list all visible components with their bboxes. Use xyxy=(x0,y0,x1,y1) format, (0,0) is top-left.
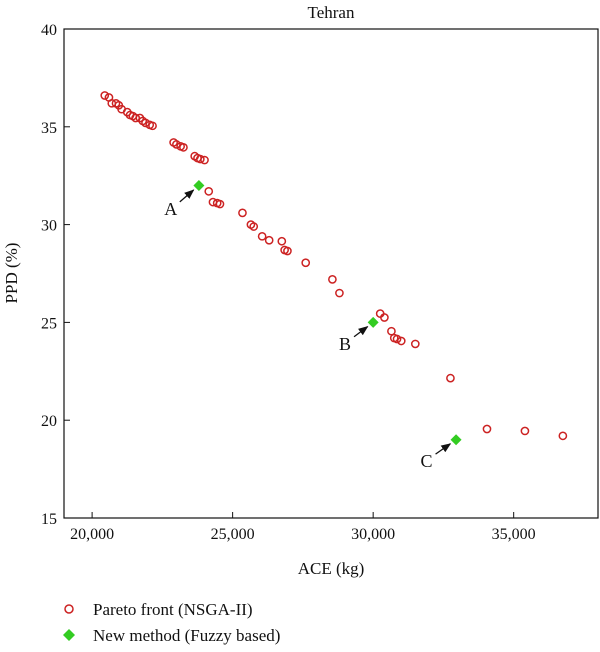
pareto-point xyxy=(215,199,225,209)
data-series xyxy=(100,91,568,446)
legend: Pareto front (NSGA-II) New method (Fuzzy… xyxy=(63,600,280,645)
x-tick-label: 35,000 xyxy=(492,526,536,543)
x-tick-label: 30,000 xyxy=(351,526,395,543)
pareto-point xyxy=(195,154,205,164)
y-axis-title: PPD (%) xyxy=(2,243,21,304)
x-tick-label: 25,000 xyxy=(211,526,255,543)
y-tick-label: 20 xyxy=(41,413,57,430)
chart-title: Tehran xyxy=(308,3,355,22)
pareto-point xyxy=(172,140,181,149)
pareto-point xyxy=(249,222,259,231)
pareto-point xyxy=(482,424,492,434)
y-tick-label: 25 xyxy=(41,315,57,332)
pareto-point xyxy=(392,334,402,344)
y-tick-label: 40 xyxy=(41,22,57,39)
plot-frame xyxy=(63,28,599,519)
pareto-point xyxy=(410,339,420,349)
annotation-label: A xyxy=(164,199,177,219)
pareto-point xyxy=(380,313,389,322)
legend-label-fuzzy: New method (Fuzzy based) xyxy=(93,626,280,645)
pareto-point xyxy=(446,373,455,383)
legend-marker-pareto xyxy=(64,604,74,614)
x-tick-label: 20,000 xyxy=(70,526,114,543)
pareto-point xyxy=(520,426,530,436)
pareto-point xyxy=(100,91,110,100)
y-axis: 15 20 25 30 35 40 xyxy=(41,22,70,528)
pareto-point xyxy=(238,208,247,218)
fuzzy-point xyxy=(193,179,205,191)
y-tick-label: 15 xyxy=(41,511,57,528)
x-axis-title: ACE (kg) xyxy=(298,559,365,578)
pareto-point xyxy=(179,142,188,152)
pareto-point xyxy=(558,431,568,441)
x-axis: 20,000 25,000 30,000 35,000 xyxy=(70,512,536,543)
legend-marker-fuzzy xyxy=(63,629,75,641)
pareto-point xyxy=(301,258,311,268)
pareto-point xyxy=(396,336,406,346)
pareto-point xyxy=(277,236,287,246)
legend-label-pareto: Pareto front (NSGA-II) xyxy=(93,600,253,619)
annotation-label: B xyxy=(339,334,351,354)
pareto-point xyxy=(283,246,292,256)
pareto-point xyxy=(200,155,209,165)
annotation-label: C xyxy=(421,451,433,471)
pareto-point xyxy=(328,275,337,284)
pareto-point xyxy=(264,235,274,245)
annotation-arrow xyxy=(435,443,452,455)
pareto-point xyxy=(335,288,344,298)
y-tick-label: 30 xyxy=(41,218,57,235)
y-tick-label: 35 xyxy=(41,120,57,137)
pareto-point xyxy=(204,186,214,196)
pareto-point xyxy=(131,113,141,123)
annotations: A B C xyxy=(164,189,452,471)
annotation-arrow xyxy=(179,189,195,203)
pareto-point xyxy=(257,231,267,241)
fuzzy-point xyxy=(367,316,379,328)
pareto-point xyxy=(141,118,150,128)
annotation-arrow xyxy=(353,326,369,338)
fuzzy-point xyxy=(450,434,462,446)
pareto-point xyxy=(148,121,157,131)
